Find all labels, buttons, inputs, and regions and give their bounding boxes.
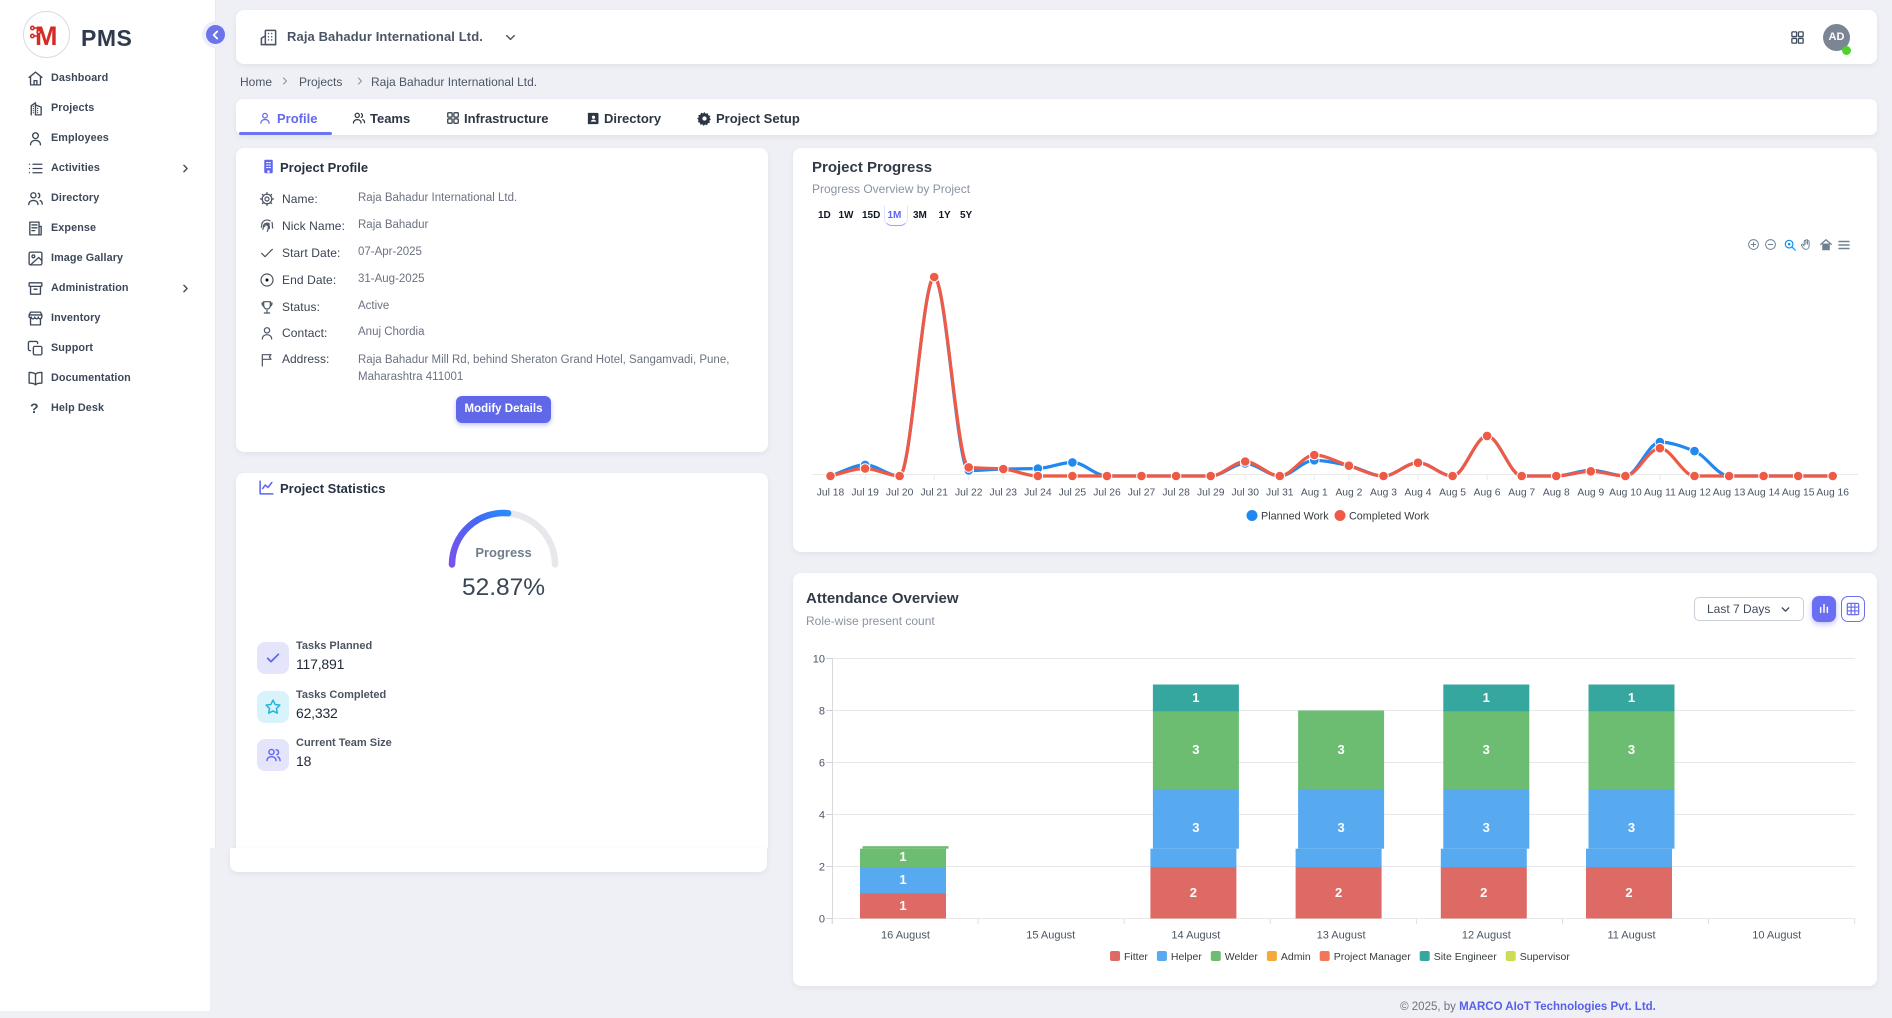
svg-text:Site Engineer: Site Engineer <box>1434 951 1498 963</box>
svg-text:2: 2 <box>1625 885 1632 900</box>
svg-text:Aug 10: Aug 10 <box>1609 488 1642 499</box>
svg-text:Aug 14: Aug 14 <box>1747 488 1780 499</box>
svg-text:3: 3 <box>1628 820 1635 835</box>
svg-text:1: 1 <box>899 849 906 864</box>
svg-text:16 August: 16 August <box>881 930 930 942</box>
svg-text:Aug 1: Aug 1 <box>1301 488 1328 499</box>
svg-text:3: 3 <box>1483 742 1490 757</box>
svg-text:Aug 7: Aug 7 <box>1508 488 1535 499</box>
svg-text:10: 10 <box>813 654 825 666</box>
svg-text:Jul 25: Jul 25 <box>1059 488 1087 499</box>
svg-text:Jul 20: Jul 20 <box>886 488 914 499</box>
svg-text:Aug 3: Aug 3 <box>1370 488 1397 499</box>
svg-text:1: 1 <box>1192 690 1199 705</box>
svg-text:Aug 6: Aug 6 <box>1474 488 1501 499</box>
svg-text:6: 6 <box>819 758 825 770</box>
svg-text:Aug 16: Aug 16 <box>1816 488 1849 499</box>
svg-text:Planned Work: Planned Work <box>1261 511 1329 523</box>
svg-text:Completed Work: Completed Work <box>1349 511 1430 523</box>
svg-text:Aug 9: Aug 9 <box>1577 488 1604 499</box>
svg-text:3: 3 <box>1192 742 1199 757</box>
svg-text:Aug 5: Aug 5 <box>1439 488 1466 499</box>
svg-text:Fitter: Fitter <box>1124 951 1148 963</box>
svg-text:Jul 31: Jul 31 <box>1266 488 1294 499</box>
svg-text:8: 8 <box>819 706 825 718</box>
svg-text:Aug 8: Aug 8 <box>1543 488 1570 499</box>
svg-text:Jul 18: Jul 18 <box>817 488 845 499</box>
svg-text:Jul 30: Jul 30 <box>1231 488 1259 499</box>
svg-text:Jul 23: Jul 23 <box>990 488 1018 499</box>
svg-text:12 August: 12 August <box>1462 930 1511 942</box>
svg-text:2: 2 <box>1335 885 1342 900</box>
svg-text:Jul 22: Jul 22 <box>955 488 983 499</box>
svg-text:2: 2 <box>1480 885 1487 900</box>
svg-text:Jul 19: Jul 19 <box>851 488 879 499</box>
svg-text:13 August: 13 August <box>1317 930 1366 942</box>
svg-text:10 August: 10 August <box>1752 930 1801 942</box>
svg-text:Jul 21: Jul 21 <box>920 488 948 499</box>
svg-text:Aug 11: Aug 11 <box>1644 488 1676 499</box>
svg-text:1: 1 <box>899 872 906 887</box>
svg-text:Aug 13: Aug 13 <box>1713 488 1746 499</box>
svg-text:Helper: Helper <box>1171 951 1202 963</box>
svg-text:M: M <box>35 21 58 50</box>
svg-text:3: 3 <box>1483 820 1490 835</box>
svg-text:Jul 28: Jul 28 <box>1162 488 1190 499</box>
svg-text:Jul 26: Jul 26 <box>1093 488 1121 499</box>
svg-text:1: 1 <box>1628 690 1635 705</box>
svg-text:Welder: Welder <box>1225 951 1259 963</box>
svg-text:Project Manager: Project Manager <box>1334 951 1412 963</box>
svg-text:14 August: 14 August <box>1171 930 1220 942</box>
svg-text:Aug 15: Aug 15 <box>1782 488 1815 499</box>
svg-text:Jul 27: Jul 27 <box>1128 488 1156 499</box>
svg-text:2: 2 <box>819 862 825 874</box>
svg-text:15 August: 15 August <box>1026 930 1075 942</box>
svg-text:Aug 4: Aug 4 <box>1405 488 1432 499</box>
svg-text:4: 4 <box>819 810 825 822</box>
svg-text:1: 1 <box>899 898 906 913</box>
svg-text:2: 2 <box>1190 885 1197 900</box>
svg-text:Jul 29: Jul 29 <box>1197 488 1225 499</box>
svg-text:3: 3 <box>1337 742 1344 757</box>
svg-text:Supervisor: Supervisor <box>1520 951 1571 963</box>
svg-text:0: 0 <box>819 914 825 926</box>
svg-text:Aug 12: Aug 12 <box>1678 488 1711 499</box>
svg-text:Admin: Admin <box>1281 951 1311 963</box>
svg-text:3: 3 <box>1192 820 1199 835</box>
svg-text:1: 1 <box>1483 690 1490 705</box>
svg-text:Jul 24: Jul 24 <box>1024 488 1052 499</box>
svg-text:3: 3 <box>1628 742 1635 757</box>
svg-text:Aug 2: Aug 2 <box>1335 488 1362 499</box>
svg-text:11 August: 11 August <box>1607 930 1655 942</box>
svg-text:3: 3 <box>1337 820 1344 835</box>
